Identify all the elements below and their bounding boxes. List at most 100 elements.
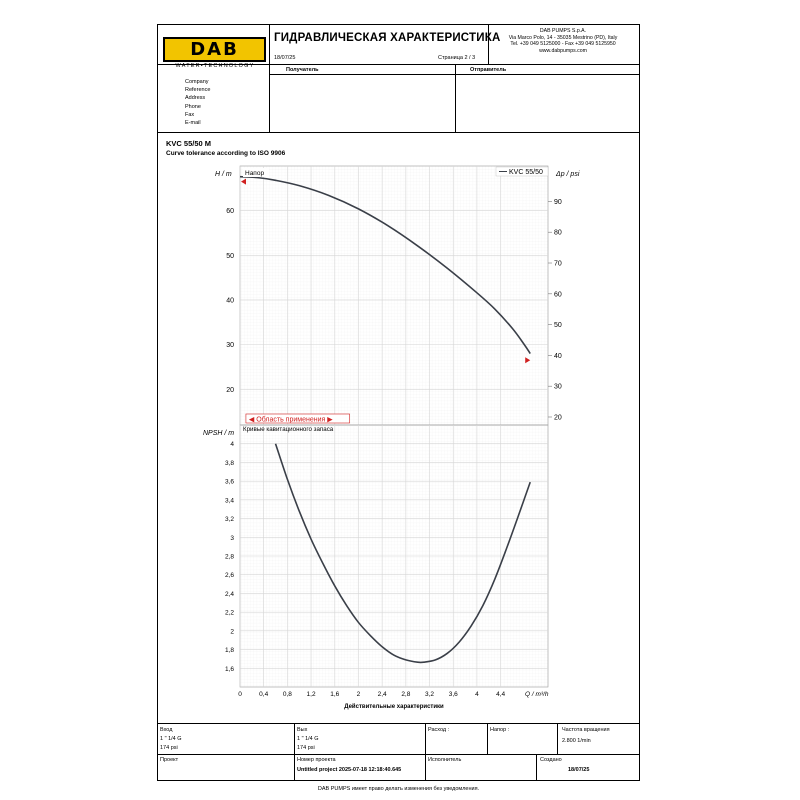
npsh-tick-label: 1,6 <box>225 666 234 673</box>
head-tick-label: 40 <box>226 297 234 304</box>
npsh-tick-label: 2,8 <box>225 554 234 561</box>
flow-tick-label: 2,8 <box>401 691 410 698</box>
right-limit-marker <box>525 357 531 364</box>
head-plot-area <box>239 165 549 426</box>
flow-tick-label: 0 <box>238 691 242 698</box>
footer-divider <box>157 723 640 724</box>
footer-divider <box>425 723 426 781</box>
head-tick-label: 60 <box>226 208 234 215</box>
application-range-box <box>245 413 350 424</box>
head-label: Напор : <box>490 727 510 733</box>
flow-label: Расход : <box>428 727 450 733</box>
outlet-size: 1 " 1/4 G <box>297 736 319 742</box>
company-website: www.dabpumps.com <box>539 47 587 54</box>
created-value: 18/07/25 <box>568 767 590 773</box>
inlet-label: Вход <box>160 727 173 733</box>
npsh-y-axis-label: NPSH / m <box>203 430 234 437</box>
application-range-label: ◀ Область применения ▶ <box>249 416 333 424</box>
outlet-label: Вых <box>297 727 308 733</box>
flow-x-axis-label: Q / m³/h <box>525 691 549 698</box>
legend-label: KVC 55/50 <box>509 169 543 176</box>
pressure-tick-label: 20 <box>554 414 562 421</box>
project-label: Проект <box>160 757 179 763</box>
flow-tick-label: 1,2 <box>307 691 316 698</box>
pressure-y-axis-label: Δp / psi <box>555 171 580 178</box>
field-company: Company <box>185 79 209 85</box>
inlet-pressure: 174 psi <box>160 745 178 751</box>
head-tick-label: 20 <box>226 387 234 394</box>
npsh-gridlines <box>239 425 548 687</box>
head-panel-title-bg <box>243 168 269 177</box>
npsh-tick-label: 2,2 <box>225 610 234 617</box>
header-divider <box>488 24 489 64</box>
speed-label: Частота вращения <box>562 727 610 733</box>
flow-tick-label: 4,4 <box>496 691 505 698</box>
field-phone: Phone <box>185 103 201 110</box>
project-number-value: Untitled project 2025-07-18 12:18:40.645 <box>297 767 402 773</box>
footer-divider <box>557 723 558 754</box>
created-label: Создано <box>540 757 562 763</box>
field-address: Address <box>185 95 206 102</box>
npsh-tick-label: 3,8 <box>225 460 234 467</box>
contact-field-labels: Company Reference Address Phone Fax E-ma… <box>185 78 210 127</box>
sender-label: Отправитель <box>470 67 507 73</box>
head-panel-title: Напор <box>245 170 264 177</box>
npsh-tick-label: 2 <box>230 628 234 635</box>
npsh-axis-ticks: 1,6 1,8 2 2,2 2,4 2,6 2,8 3 3,2 3,4 3,6 3,8 4 <box>225 441 234 673</box>
npsh-tick-label: 2,4 <box>225 591 234 598</box>
project-number-label: Номер проекта <box>297 757 336 763</box>
speed-value: 2.800 1/min <box>562 738 591 744</box>
head-y-axis-label: H / m <box>215 171 232 178</box>
x-axis-title: Действительные характеристики <box>344 703 444 710</box>
flow-tick-label: 3,2 <box>425 691 434 698</box>
company-name: DAB PUMPS S.p.A. <box>539 28 587 34</box>
dab-logo: DAB <box>163 37 266 62</box>
header-divider <box>157 132 640 133</box>
outlet-pressure: 174 psi <box>297 745 315 751</box>
disclaimer: DAB PUMPS имеет право делать изменения б… <box>317 786 480 792</box>
npsh-tick-label: 4 <box>230 441 234 448</box>
footer-divider <box>157 754 640 755</box>
pressure-tick-label: 70 <box>554 261 562 268</box>
head-gridlines <box>239 166 548 425</box>
pressure-tick-label: 60 <box>554 291 562 298</box>
tolerance-note: Curve tolerance according to ISO 9906 <box>166 150 286 157</box>
npsh-chart-panel: 1,6 1,8 2 2,2 2,4 2,6 2,8 3 3,2 3,4 3,6 3,8 4 0 0,4 0,… <box>203 424 549 710</box>
pressure-tick-label: 90 <box>554 199 562 206</box>
npsh-tick-label: 3 <box>230 535 234 542</box>
executor-label: Исполнитель <box>428 757 462 763</box>
logo-tagline: WATER•TECHNOLOGY <box>175 63 255 69</box>
head-chart-panel: 20 30 40 50 60 20 30 40 50 60 70 80 90 Напор KVC 55… <box>215 165 580 426</box>
field-reference: Reference <box>185 87 211 94</box>
npsh-curve <box>274 443 531 664</box>
header-divider <box>157 64 640 65</box>
npsh-tick-label: 2,6 <box>225 572 234 579</box>
pressure-tick-label: 50 <box>554 322 562 329</box>
head-tick-label: 30 <box>226 342 234 349</box>
footer-divider <box>536 754 537 781</box>
npsh-tick-label: 3,6 <box>225 479 234 486</box>
head-right-axis-ticks: 20 30 40 50 60 70 80 90 <box>548 199 562 421</box>
left-limit-marker <box>241 178 246 185</box>
footer-divider <box>487 723 488 754</box>
legend-box <box>495 166 549 177</box>
flow-tick-label: 0,8 <box>283 691 292 698</box>
head-curve <box>239 175 531 354</box>
npsh-panel-title: Кривые кавитационного запаса <box>243 426 334 433</box>
npsh-tick-label: 3,4 <box>225 497 234 504</box>
npsh-tick-label: 1,8 <box>225 647 234 654</box>
field-fax: Fax <box>185 111 195 118</box>
flow-tick-label: 2 <box>357 691 361 698</box>
datasheet-frame <box>157 24 640 781</box>
flow-axis-ticks: 0 0,4 0,8 1,2 1,6 2 2,4 2,8 3,2 3,6 4 4,4 <box>238 691 505 698</box>
head-axis-ticks: 20 30 40 50 60 <box>226 208 234 394</box>
header-divider <box>455 64 456 132</box>
field-email: E-mail <box>185 120 201 127</box>
product-model: KVC 55/50 M <box>166 139 212 148</box>
page-number: Страница 2 / 3 <box>438 55 476 61</box>
head-tick-label: 50 <box>226 253 234 260</box>
company-phone: Tel. +39 049 5125000 - Fax +39 049 51259… <box>510 41 616 48</box>
npsh-tick-label: 3,2 <box>225 516 234 523</box>
flow-tick-label: 4 <box>475 691 479 698</box>
